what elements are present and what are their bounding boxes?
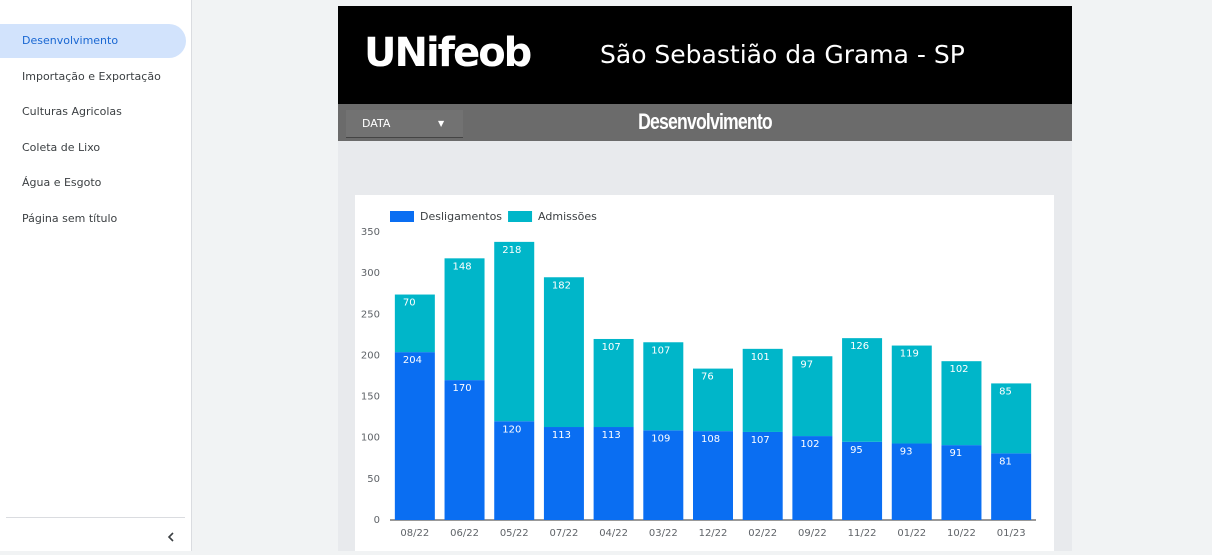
data-label: 108 [701,434,720,445]
x-tick-label: 01/23 [997,528,1026,539]
data-label: 97 [800,359,813,370]
x-tick-label: 02/22 [748,528,777,539]
divider [6,517,185,518]
nav-item[interactable]: Água e Esgoto [22,176,102,189]
data-label: 102 [800,439,819,450]
x-tick-label: 06/22 [450,528,479,539]
x-tick-label: 10/22 [947,528,976,539]
data-label: 107 [751,435,770,446]
toolbar: Desenvolvimento DATA ▼ [338,104,1072,141]
y-tick-label: 200 [361,350,380,361]
y-tick-label: 0 [374,515,380,526]
data-label: 126 [850,341,869,352]
legend-swatch [508,211,533,222]
x-tick-label: 03/22 [649,528,678,539]
legend-label: Desligamentos [420,210,502,223]
data-label: 101 [751,352,770,363]
nav-item[interactable]: Página sem título [22,211,118,225]
x-tick-label: 01/22 [897,528,926,539]
data-label: 81 [999,456,1012,467]
data-label: 113 [602,430,621,441]
chart-card: 0 50 100 150 200 250 300 350 Desligamentos Admiss… [355,195,1054,551]
x-tick-label: 09/22 [798,528,827,539]
data-label: 93 [900,446,913,457]
bar-segment [394,294,435,353]
data-label: 102 [949,364,968,375]
bar-segment [693,431,733,520]
bar-segment [991,383,1032,454]
bar-segment [543,277,584,428]
bar-segment [941,445,982,520]
bar-segment [494,421,535,520]
bar-segment [742,348,783,432]
data-label: 113 [552,430,571,441]
y-tick-label: 150 [361,392,380,403]
bar-segment [891,443,932,520]
bar-segment [494,241,535,422]
nav-item[interactable]: Importação e Exportação [22,69,161,83]
bar-segment [593,338,634,428]
data-label: 182 [552,280,571,291]
page-title: Desenvolvimento [638,109,773,134]
bar-segment [891,345,932,444]
bar-segment [444,258,485,381]
collapse-button[interactable] [166,531,176,543]
bar-segment [394,352,435,520]
data-label: 70 [403,298,416,309]
bar-segment [991,453,1032,520]
logo: UNifeob [364,30,532,76]
bar-segment [643,342,684,431]
x-tick-label: 12/22 [699,528,728,539]
y-tick-label: 50 [367,474,380,485]
data-label: 119 [900,349,919,360]
x-tick-label: 11/22 [848,528,877,539]
data-label: 218 [502,245,521,256]
data-label: 76 [701,372,714,383]
bar-segment [792,356,833,437]
bar-segment [792,436,833,520]
data-label: 107 [602,342,621,353]
date-filter[interactable]: DATA ▼ [346,110,463,138]
nav-item[interactable]: Desenvolvimento [0,24,186,58]
x-tick-label: 08/22 [400,528,429,539]
data-label: 107 [651,345,670,356]
header: UNifeob São Sebastião da Grama - SP [338,6,1072,104]
bar-segment [742,431,783,520]
bar-segment [543,427,584,520]
legend-label: Admissões [538,210,597,223]
data-label: 95 [850,445,863,456]
chart: 0 50 100 150 200 250 300 350 Desligamentos Admiss… [361,210,1036,539]
data-label: 204 [403,355,422,366]
header-title: São Sebastião da Grama - SP [600,40,965,69]
x-tick-label: 05/22 [500,528,529,539]
nav-item[interactable]: Coleta de Lixo [22,140,101,154]
data-label: 85 [999,386,1012,397]
data-label: 170 [453,383,472,394]
filter-label: DATA [362,117,391,130]
sidebar: Desenvolvimento Importação e Exportação Cu… [0,0,192,551]
data-label: 120 [502,424,521,435]
legend-swatch [390,211,414,222]
y-tick-label: 250 [361,309,380,320]
bar-segment [842,441,883,520]
bar-segment [941,361,982,446]
bar-segment [444,380,485,520]
bar-segment [693,368,733,432]
nav-item[interactable]: Culturas Agricolas [22,105,122,118]
bar-segment [643,430,684,520]
y-tick-label: 350 [361,227,380,238]
data-label: 148 [453,261,472,272]
y-tick-label: 300 [361,268,380,279]
data-label: 91 [949,448,962,459]
y-tick-label: 100 [361,433,380,444]
x-tick-label: 04/22 [599,528,628,539]
data-label: 109 [651,433,670,444]
x-tick-label: 07/22 [550,528,579,539]
bar-segment [593,427,634,520]
bar-segment [842,338,883,442]
